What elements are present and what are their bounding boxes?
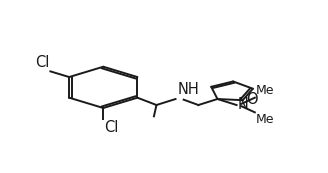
Text: NH: NH: [178, 82, 200, 97]
Text: O: O: [246, 92, 257, 107]
Text: Cl: Cl: [105, 120, 119, 135]
Text: N: N: [238, 97, 249, 112]
Text: Me: Me: [256, 113, 274, 126]
Text: Cl: Cl: [35, 55, 49, 70]
Text: Me: Me: [256, 84, 274, 97]
